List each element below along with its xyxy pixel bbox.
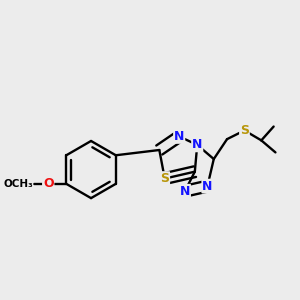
Text: N: N xyxy=(174,130,184,143)
Text: S: S xyxy=(160,172,169,185)
Text: N: N xyxy=(202,180,213,193)
Text: OCH₃: OCH₃ xyxy=(3,179,33,189)
Text: S: S xyxy=(240,124,249,137)
Text: N: N xyxy=(192,138,202,152)
Text: N: N xyxy=(180,185,190,198)
Text: O: O xyxy=(43,177,54,190)
